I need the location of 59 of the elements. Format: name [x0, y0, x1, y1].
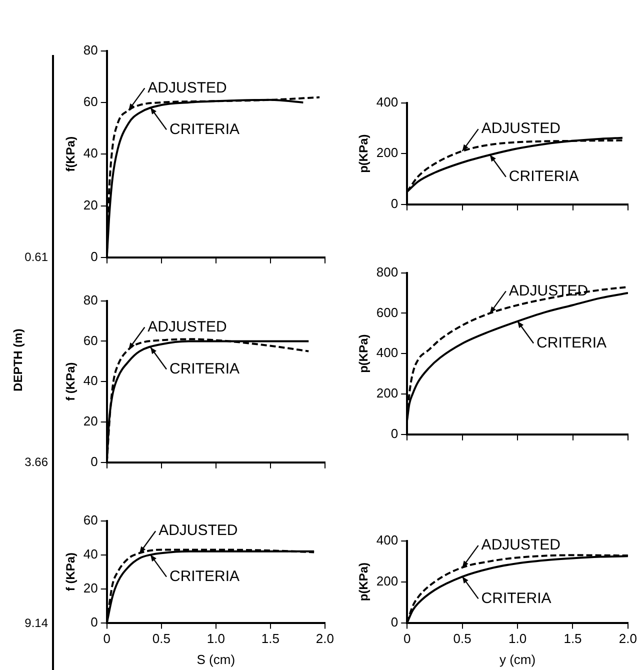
y-tick-label: 400	[376, 532, 398, 548]
y-axis-title: f(KPa)	[64, 136, 78, 172]
x-tick-label: 2.0	[316, 631, 334, 646]
x-tick-label: 1.5	[261, 631, 280, 646]
text: DEPTH (m)	[11, 328, 25, 392]
annotation: ADJUSTED	[481, 120, 561, 138]
y-axis-title: p(KPa)	[356, 134, 371, 173]
y-tick-label: 200	[376, 386, 398, 401]
text: 3.66	[24, 454, 48, 470]
annotation: CRITERIA	[169, 360, 240, 378]
y-axis-title: f (KPa)	[64, 362, 78, 401]
x-tick-label: 0	[403, 631, 411, 646]
y-tick-label: 200	[376, 145, 398, 160]
x-tick-label: 1.0	[206, 631, 225, 646]
y-tick-label: 800	[376, 264, 398, 280]
y-tick-label: 60	[83, 512, 98, 528]
x-tick-label: 1.0	[508, 631, 527, 646]
y-tick-label: 600	[376, 304, 398, 320]
x-tick-label: 1.5	[564, 631, 582, 646]
x-tick-label: 2.0	[618, 631, 638, 646]
y-tick-label: 0	[90, 248, 98, 264]
y-axis-title: p(KPa)	[356, 562, 371, 602]
annotation: ADJUSTED	[508, 282, 588, 300]
y-tick-label: 20	[83, 197, 98, 212]
annotation: ADJUSTED	[158, 522, 238, 540]
annotation: ADJUSTED	[148, 79, 228, 96]
y-tick-label: 60	[83, 332, 98, 348]
y-axis-title: f (KPa)	[64, 552, 78, 592]
y-tick-label: 40	[83, 546, 98, 562]
annotation: CRITERIA	[536, 334, 607, 352]
annotation: CRITERIA	[508, 168, 579, 186]
y-axis-title: p(KPa)	[356, 334, 371, 373]
annotation: CRITERIA	[481, 590, 552, 607]
y-tick-label: 0	[90, 614, 98, 630]
text: 0.61	[24, 249, 48, 266]
x-axis-title: S (cm)	[196, 652, 236, 667]
y-tick-label: 80	[83, 42, 98, 58]
y-tick-label: 0	[390, 614, 398, 630]
annotation: ADJUSTED	[148, 318, 228, 336]
y-tick-label: 20	[83, 414, 98, 429]
y-tick-label: 40	[83, 373, 98, 388]
y-tick-label: 60	[83, 94, 98, 110]
y-tick-label: 0	[90, 454, 98, 469]
x-axis-title: y (cm)	[499, 652, 536, 667]
y-tick-label: 40	[83, 146, 98, 161]
text: 9.14	[24, 614, 48, 631]
x-tick-label: 0.5	[453, 631, 472, 646]
x-tick-label: 0.5	[152, 631, 170, 646]
y-tick-label: 400	[376, 345, 398, 360]
y-tick-label: 200	[376, 573, 398, 588]
y-tick-label: 20	[83, 580, 98, 596]
y-tick-label: 400	[376, 94, 398, 110]
y-tick-label: 0	[390, 426, 398, 441]
annotation: CRITERIA	[169, 568, 240, 585]
y-tick-label: 80	[83, 292, 98, 308]
y-tick-label: 0	[390, 196, 398, 211]
x-tick-label: 0	[103, 631, 110, 646]
annotation: ADJUSTED	[481, 536, 561, 554]
annotation: CRITERIA	[169, 120, 240, 138]
